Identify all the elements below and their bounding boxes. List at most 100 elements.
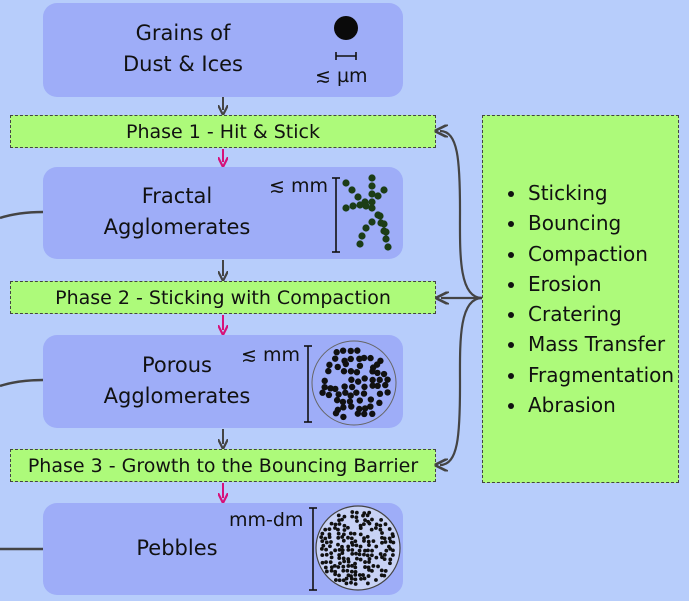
- bead: [354, 515, 359, 520]
- bead: [340, 404, 347, 411]
- bead: [320, 539, 325, 544]
- bead: [354, 510, 359, 515]
- bead: [367, 568, 371, 572]
- bead: [368, 204, 376, 212]
- process-list: Sticking Bouncing Compaction Erosion Cra…: [483, 178, 678, 420]
- bead: [342, 179, 350, 187]
- bead: [384, 548, 389, 553]
- bead: [324, 547, 328, 552]
- bead: [362, 202, 370, 210]
- bead: [321, 543, 326, 548]
- bead: [371, 564, 376, 568]
- bead: [358, 526, 363, 530]
- bead: [369, 382, 376, 389]
- bead: [374, 192, 382, 200]
- bead: [346, 398, 354, 405]
- bead: [380, 531, 384, 535]
- stage-label-fractal: Fractal Agglomerates: [87, 181, 267, 243]
- bead: [363, 518, 367, 523]
- bead: [374, 369, 381, 377]
- bead: [348, 531, 353, 536]
- bead: [382, 557, 387, 562]
- bead: [361, 513, 365, 518]
- stage-label-line1: Grains of: [135, 21, 231, 45]
- bead: [350, 548, 355, 552]
- brace-to-phase-3: [440, 296, 483, 465]
- bead: [323, 565, 328, 570]
- bead: [361, 405, 369, 412]
- bead: [378, 552, 383, 556]
- bead: [336, 542, 340, 547]
- bead: [353, 539, 358, 544]
- list-item: Cratering: [508, 299, 678, 329]
- bead: [348, 186, 356, 194]
- bead: [335, 391, 342, 398]
- bead: [337, 578, 342, 583]
- bead: [348, 383, 356, 391]
- bead: [391, 548, 395, 553]
- bead: [358, 232, 366, 240]
- bead: [336, 513, 341, 518]
- bead: [340, 544, 344, 549]
- bead: [378, 523, 383, 528]
- stage-label-porous: Porous Agglomerates: [87, 350, 267, 412]
- left-connector-1: [0, 210, 44, 220]
- fractal-chain-icon: [332, 174, 392, 253]
- bead: [353, 570, 358, 574]
- stage-label-grains: Grains of Dust & Ices: [93, 18, 273, 80]
- bead: [366, 574, 371, 578]
- phase-box-2: Phase 2 - Sticking with Compaction: [10, 281, 436, 314]
- bead: [327, 527, 332, 532]
- bead: [323, 527, 328, 532]
- bead: [379, 517, 384, 522]
- bead: [376, 212, 384, 220]
- bead: [371, 539, 376, 544]
- bead: [383, 540, 388, 544]
- bead: [384, 389, 391, 396]
- bead: [365, 553, 370, 558]
- bead: [388, 561, 392, 566]
- bead: [361, 522, 366, 527]
- bead: [336, 527, 340, 532]
- bead: [329, 565, 334, 570]
- bead: [337, 547, 342, 552]
- bead: [341, 538, 346, 543]
- bead: [362, 539, 366, 543]
- bead: [356, 240, 364, 248]
- bead: [365, 534, 370, 539]
- bead: [349, 576, 354, 581]
- bead: [362, 224, 370, 232]
- bead: [320, 531, 325, 536]
- bead: [333, 396, 341, 404]
- bead: [353, 577, 358, 582]
- bead: [349, 536, 354, 541]
- list-item: Fragmentation: [508, 360, 678, 390]
- bead: [354, 378, 362, 385]
- phase-box-1: Phase 1 - Hit & Stick: [10, 115, 436, 148]
- pebble-cluster-icon: [309, 505, 401, 591]
- bead: [333, 522, 338, 527]
- bead: [361, 383, 368, 391]
- bead: [340, 535, 345, 539]
- bead: [374, 578, 378, 582]
- bead: [362, 576, 367, 581]
- bead: [344, 576, 349, 581]
- bead: [333, 548, 338, 553]
- size-label-grains: ≲ µm: [315, 65, 368, 87]
- bead: [341, 383, 348, 390]
- bead: [321, 377, 328, 385]
- bead: [367, 403, 374, 410]
- list-item: Bouncing: [508, 208, 678, 238]
- size-label-porous: ≲ mm: [241, 344, 300, 366]
- bead: [342, 514, 347, 519]
- bead: [324, 540, 329, 545]
- bead: [363, 565, 367, 569]
- bead: [354, 543, 359, 548]
- bead: [341, 578, 346, 583]
- bead: [368, 198, 376, 206]
- bead: [380, 186, 388, 194]
- bead: [346, 544, 351, 549]
- bead: [370, 569, 374, 573]
- bead: [347, 355, 354, 363]
- bead: [341, 564, 346, 569]
